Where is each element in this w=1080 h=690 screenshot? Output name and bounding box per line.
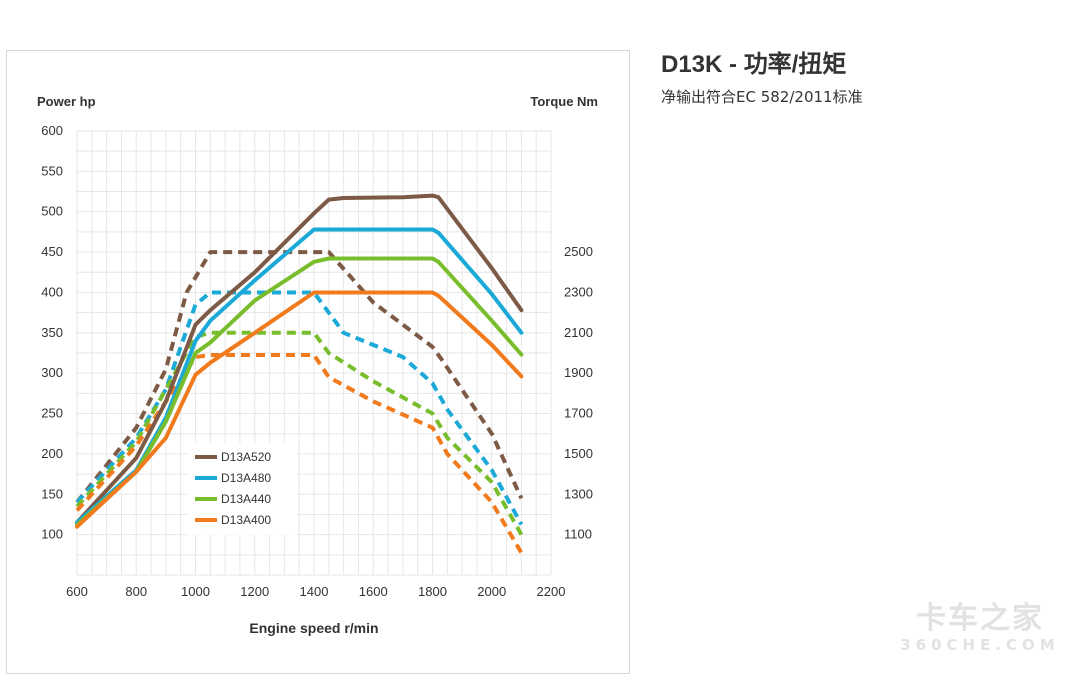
page-title: D13K - 功率/扭矩 [661,51,847,78]
x-tick-label: 800 [125,584,147,599]
power-line-d13a440 [75,256,524,527]
y2-tick-label: 1900 [564,365,593,380]
y-tick-label: 300 [41,365,63,380]
y2-tick-label: 1300 [564,486,593,501]
power-line-d13a520 [75,193,524,525]
page-subtitle: 净输出符合EC 582/2011标准 [661,88,863,106]
legend-label: D13A480 [221,471,271,485]
y2-tick-label: 1100 [564,527,592,542]
watermark-main-text: 卡车之家 [916,601,1044,636]
x-tick-label: 1400 [300,584,329,599]
x-tick-label: 1800 [418,584,447,599]
x-tick-label: 600 [66,584,88,599]
y-tick-label: 450 [41,244,63,259]
y-tick-label: 350 [41,325,63,340]
y2-tick-label: 1500 [564,446,593,461]
watermark-logo: 卡车之家 360CHE.COM [900,601,1060,655]
x-tick-label: 2000 [477,584,506,599]
y-tick-label: 550 [41,163,63,178]
y-tick-label: 100 [41,527,63,542]
y-tick-label: 400 [41,284,63,299]
x-tick-label: 1000 [181,584,210,599]
torque-line-d13a400 [75,353,524,554]
torque-line-d13a520 [75,250,524,504]
x-tick-label: 1600 [359,584,388,599]
y-tick-label: 600 [41,123,63,138]
watermark-sub-text: 360CHE.COM [900,636,1060,654]
legend-label: D13A440 [221,492,271,506]
y2-axis-label: Torque Nm [530,94,598,109]
y-tick-label: 250 [41,406,63,421]
chart-card: 100 150 200 250 300 350 400 450 500 550 600 1100 130… [6,50,630,674]
y-tick-label: 200 [41,446,63,461]
legend-label: D13A520 [221,450,271,464]
torque-line-d13a440 [75,330,524,536]
y-tick-label: 500 [41,204,63,219]
y2-tick-label: 2100 [564,325,593,340]
torque-line-d13a480 [75,290,524,526]
y-tick-label: 150 [41,486,63,501]
power-torque-chart: 100 150 200 250 300 350 400 450 500 550 600 1100 130… [37,94,598,636]
legend-label: D13A400 [221,513,271,527]
y2-tick-label: 2500 [564,244,593,259]
x-tick-label: 1200 [240,584,269,599]
x-axis-label: Engine speed r/min [249,620,378,636]
power-line-d13a400 [75,290,524,529]
y2-tick-label: 1700 [564,406,593,421]
y2-tick-label: 2300 [564,284,593,299]
x-tick-label: 2200 [537,584,566,599]
y-axis-label: Power hp [37,94,96,109]
